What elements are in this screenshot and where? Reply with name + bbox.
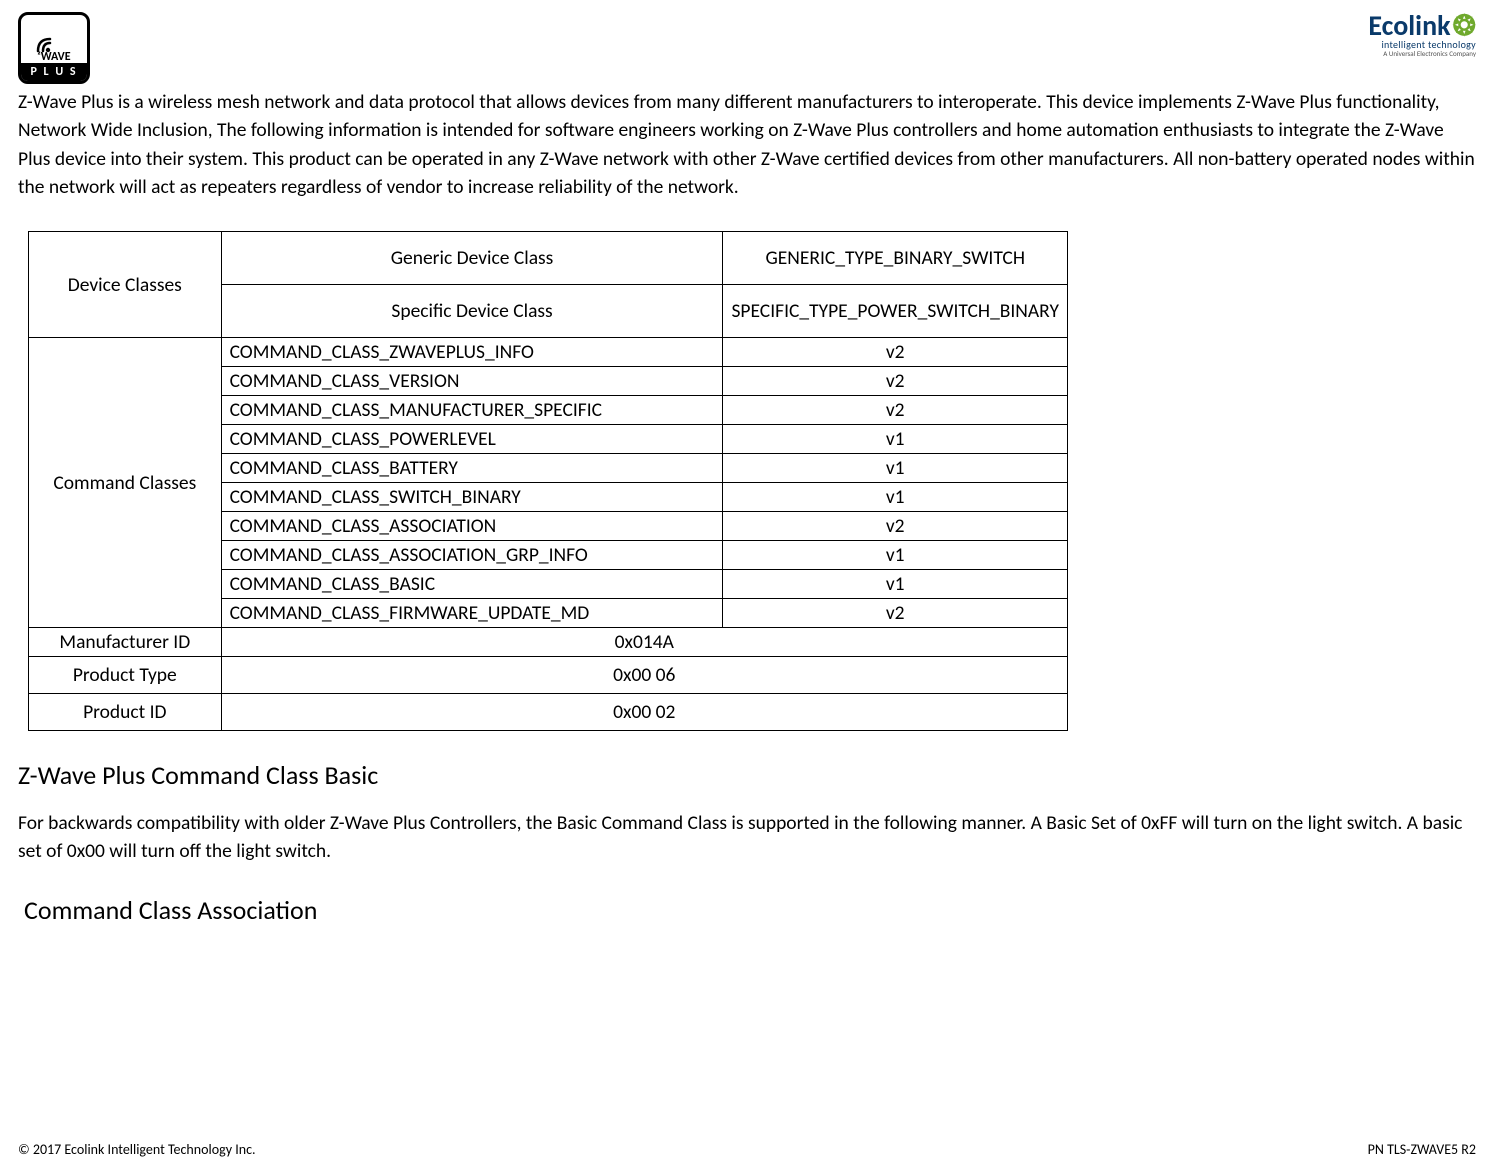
device-info-table: Device Classes Generic Device Class GENE…	[28, 231, 1068, 731]
ecolink-brand: Ecolink	[1368, 12, 1450, 40]
command-class-version: v2	[723, 396, 1068, 425]
command-class-name: COMMAND_CLASS_MANUFACTURER_SPECIFIC	[221, 396, 723, 425]
table-row: Manufacturer ID 0x014A	[29, 628, 1068, 657]
section-heading-basic: Z-Wave Plus Command Class Basic	[18, 759, 1476, 791]
command-class-name: COMMAND_CLASS_VERSION	[221, 367, 723, 396]
table-row: Device Classes Generic Device Class GENE…	[29, 232, 1068, 285]
footer-partnumber: PN TLS-ZWAVE5 R2	[1368, 1141, 1476, 1158]
product-type-label: Product Type	[29, 657, 222, 694]
product-id-label: Product ID	[29, 694, 222, 731]
generic-class-value: GENERIC_TYPE_BINARY_SWITCH	[723, 232, 1068, 285]
manufacturer-id-label: Manufacturer ID	[29, 628, 222, 657]
product-id-value: 0x00 02	[221, 694, 1067, 731]
command-class-version: v1	[723, 454, 1068, 483]
command-class-version: v2	[723, 512, 1068, 541]
command-class-name: COMMAND_CLASS_FIRMWARE_UPDATE_MD	[221, 599, 723, 628]
command-class-version: v2	[723, 367, 1068, 396]
ecolink-logo: Ecolink ❂ intelligent technology A Unive…	[1368, 12, 1476, 57]
leaf-icon: ❂	[1453, 15, 1476, 37]
command-class-name: COMMAND_CLASS_ZWAVEPLUS_INFO	[221, 338, 723, 367]
product-type-value: 0x00 06	[221, 657, 1067, 694]
table-row: Product Type 0x00 06	[29, 657, 1068, 694]
section-body-basic: For backwards compatibility with older Z…	[18, 809, 1476, 866]
zwave-plus-logo: ᶻWAVE P L U S	[18, 12, 90, 84]
section-heading-association: Command Class Association	[24, 894, 1476, 926]
footer-copyright: © 2017 Ecolink Intelligent Technology In…	[18, 1141, 256, 1158]
table-row: Command Classes COMMAND_CLASS_ZWAVEPLUS_…	[29, 338, 1068, 367]
command-classes-label: Command Classes	[29, 338, 222, 628]
generic-class-label: Generic Device Class	[221, 232, 723, 285]
zwave-plus-label: P L U S	[21, 63, 87, 81]
command-class-version: v1	[723, 541, 1068, 570]
command-class-name: COMMAND_CLASS_ASSOCIATION_GRP_INFO	[221, 541, 723, 570]
command-class-version: v1	[723, 570, 1068, 599]
ecolink-subtag: A Universal Electronics Company	[1368, 50, 1476, 57]
zwave-label: ᶻWAVE	[37, 51, 70, 63]
command-class-version: v1	[723, 483, 1068, 512]
page-footer: © 2017 Ecolink Intelligent Technology In…	[18, 1141, 1476, 1158]
specific-class-label: Specific Device Class	[221, 285, 723, 338]
command-class-name: COMMAND_CLASS_POWERLEVEL	[221, 425, 723, 454]
header-row: ᶻWAVE P L U S Ecolink ❂ intelligent tech…	[18, 12, 1476, 84]
device-classes-label: Device Classes	[29, 232, 222, 338]
command-class-version: v2	[723, 338, 1068, 367]
intro-paragraph: Z-Wave Plus is a wireless mesh network a…	[18, 88, 1476, 201]
command-class-version: v1	[723, 425, 1068, 454]
command-class-version: v2	[723, 599, 1068, 628]
manufacturer-id-value: 0x014A	[221, 628, 1067, 657]
command-class-name: COMMAND_CLASS_SWITCH_BINARY	[221, 483, 723, 512]
specific-class-value: SPECIFIC_TYPE_POWER_SWITCH_BINARY	[723, 285, 1068, 338]
command-class-name: COMMAND_CLASS_BATTERY	[221, 454, 723, 483]
command-class-name: COMMAND_CLASS_ASSOCIATION	[221, 512, 723, 541]
command-class-name: COMMAND_CLASS_BASIC	[221, 570, 723, 599]
table-row: Product ID 0x00 02	[29, 694, 1068, 731]
